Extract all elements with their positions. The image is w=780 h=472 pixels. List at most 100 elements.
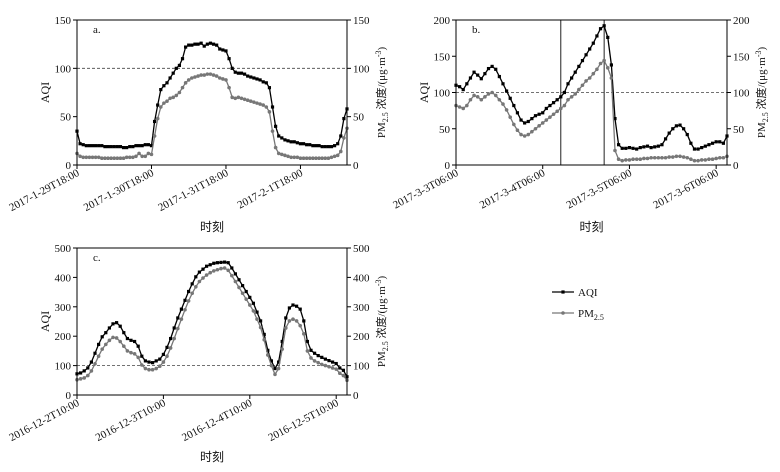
data-point-pm25 — [301, 156, 306, 161]
data-point-pm25 — [280, 152, 284, 157]
y-tick-label-right: 0 — [733, 160, 739, 172]
data-point-aqi — [82, 369, 86, 373]
data-point-aqi — [121, 146, 126, 150]
data-point-pm25 — [468, 97, 473, 102]
data-point-pm25 — [663, 155, 668, 160]
data-point-aqi — [196, 42, 200, 46]
data-point-aqi — [721, 141, 725, 145]
data-point-aqi — [541, 111, 545, 115]
data-point-pm25 — [479, 97, 484, 102]
data-point-aqi — [190, 282, 194, 286]
data-point-aqi — [714, 140, 718, 144]
data-point-pm25 — [258, 102, 262, 106]
data-point-pm25 — [295, 155, 300, 160]
data-point-aqi — [674, 124, 679, 128]
label-part: 2.5 — [381, 112, 390, 122]
data-point-aqi — [149, 144, 154, 148]
data-point-aqi — [562, 90, 566, 95]
data-point-pm25 — [127, 155, 132, 160]
data-point-aqi — [261, 80, 265, 84]
data-point-aqi — [131, 145, 135, 149]
data-point-aqi — [197, 270, 201, 274]
data-point-pm25 — [569, 95, 574, 99]
data-point-pm25 — [294, 319, 299, 323]
data-point-aqi — [241, 284, 245, 288]
data-point-aqi — [118, 145, 123, 149]
data-point-pm25 — [152, 134, 157, 138]
y-tick-label-left: 0 — [445, 160, 451, 172]
label-part: 浓度/(μg·m — [754, 57, 768, 113]
x-tick-label: 2017-3-3T06:00 — [391, 167, 461, 212]
data-point-aqi — [208, 263, 212, 267]
data-point-pm25 — [338, 149, 343, 154]
data-point-pm25 — [526, 132, 531, 137]
data-point-pm25 — [298, 156, 303, 161]
data-point-pm25 — [717, 155, 722, 160]
data-point-pm25 — [242, 97, 247, 102]
data-point-pm25 — [196, 74, 200, 78]
data-point-aqi — [341, 368, 345, 372]
y-axis-label-left: AQI — [38, 311, 52, 332]
data-point-aqi — [515, 111, 520, 115]
label-part: 浓度/(μg·m — [374, 286, 388, 342]
data-point-pm25 — [660, 155, 664, 160]
data-point-aqi — [100, 335, 104, 339]
data-point-aqi — [678, 123, 682, 127]
data-point-aqi — [227, 57, 231, 61]
data-point-aqi — [277, 134, 281, 138]
data-point-pm25 — [93, 155, 98, 160]
data-point-pm25 — [212, 269, 216, 273]
data-point-aqi — [255, 310, 259, 314]
data-point-pm25 — [115, 156, 120, 161]
data-point-pm25 — [136, 355, 140, 360]
data-point-pm25 — [291, 317, 295, 321]
data-point-aqi — [237, 278, 241, 282]
data-point-pm25 — [320, 156, 324, 161]
legend-marker-square — [561, 290, 565, 294]
data-point-aqi — [302, 319, 306, 323]
data-point-pm25 — [587, 76, 592, 80]
x-tick-label: 2017-3-6T06:00 — [651, 167, 721, 212]
legend-label: AQI — [578, 287, 598, 299]
data-point-pm25 — [699, 158, 704, 162]
data-point-pm25 — [327, 364, 331, 369]
data-point-pm25 — [137, 151, 141, 156]
data-point-aqi — [280, 339, 284, 344]
data-point-pm25 — [266, 353, 270, 357]
data-point-aqi — [184, 45, 188, 49]
legend-marker-circle — [561, 311, 565, 315]
data-point-aqi — [97, 342, 101, 347]
data-point-aqi — [168, 76, 172, 80]
data-point-aqi — [291, 303, 295, 307]
data-point-pm25 — [183, 81, 188, 85]
data-point-aqi — [233, 70, 237, 74]
data-point-aqi — [476, 73, 480, 77]
data-point-pm25 — [147, 367, 151, 372]
data-point-pm25 — [465, 103, 469, 108]
y-axis-label-right: PM2.5 浓度/(μg·m-3) — [374, 47, 390, 139]
data-point-pm25 — [78, 377, 83, 381]
data-point-pm25 — [501, 102, 505, 106]
data-point-pm25 — [667, 155, 671, 159]
data-point-aqi — [566, 82, 570, 86]
data-point-pm25 — [239, 96, 244, 101]
data-point-pm25 — [267, 110, 272, 114]
data-point-pm25 — [179, 317, 184, 321]
data-point-aqi — [635, 147, 639, 151]
data-point-aqi — [201, 267, 205, 271]
data-point-pm25 — [233, 279, 238, 284]
data-point-aqi — [154, 359, 158, 363]
data-point-aqi — [314, 144, 318, 148]
data-point-aqi — [172, 326, 176, 330]
data-point-aqi — [301, 142, 306, 146]
data-point-aqi — [78, 142, 82, 146]
panel-b: 0 0 50 50 100 100 150 150 200 200 2017-3-3T06:00 20… — [391, 15, 770, 234]
data-point-aqi — [208, 41, 213, 45]
x-tick-label: 2017-1-31T18:00 — [156, 167, 231, 214]
x-tick-label: 2017-2-1T18:00 — [236, 167, 306, 212]
data-point-aqi — [269, 359, 273, 363]
data-point-pm25 — [140, 154, 144, 159]
data-point-pm25 — [642, 156, 646, 161]
data-point-pm25 — [245, 98, 250, 103]
data-point-aqi — [298, 307, 302, 311]
